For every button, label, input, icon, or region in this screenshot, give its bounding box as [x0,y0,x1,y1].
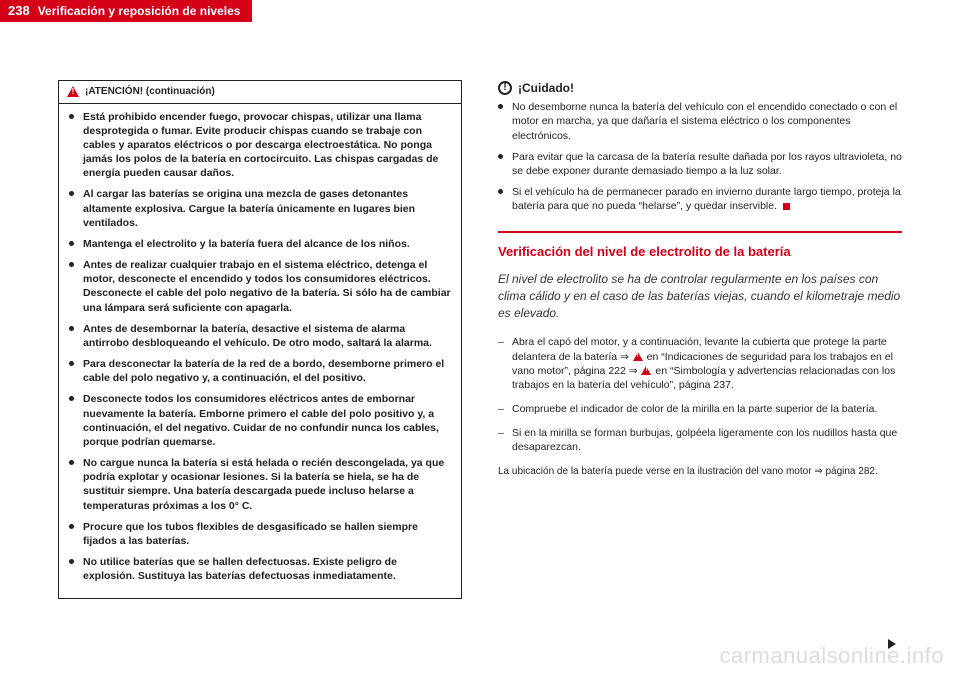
warning-box-body: Está prohibido encender fuego, provocar … [59,104,461,599]
caution-bullet: No desemborne nunca la batería del vehíc… [498,100,902,143]
warning-box: ¡ATENCIÓN! (continuación) Está prohibido… [58,80,462,599]
caution-bullet: Si el vehículo ha de permanecer parado e… [498,185,902,213]
caution-title: ¡Cuidado! [518,80,574,96]
section-divider [498,231,902,233]
warning-box-title: ¡ATENCIÓN! (continuación) [85,85,215,99]
caution-heading: ! ¡Cuidado! [498,80,902,96]
header-tab: 238 Verificación y reposición de niveles [0,0,252,22]
warning-bullet: Está prohibido encender fuego, provocar … [69,110,451,181]
right-column: ! ¡Cuidado! No desemborne nunca la bater… [498,80,902,649]
content-columns: ¡ATENCIÓN! (continuación) Está prohibido… [58,80,902,649]
warning-bullet: Para desconectar la batería de la red de… [69,357,451,385]
warning-triangle-icon [641,366,651,375]
warning-bullet: Desconecte todos los consumidores eléctr… [69,392,451,449]
page-ref: 237 [713,379,731,391]
procedure-step: Compruebe el indicador de color de la mi… [498,402,902,416]
warning-bullet: Mantenga el electrolito y la batería fue… [69,237,451,251]
warning-box-header: ¡ATENCIÓN! (continuación) [59,81,461,104]
caution-bullet-text: Si el vehículo ha de permanecer parado e… [512,186,901,212]
caution-circle-icon: ! [498,81,512,95]
left-column: ¡ATENCIÓN! (continuación) Está prohibido… [58,80,462,649]
page: 238 Verificación y reposición de niveles… [0,0,960,679]
continue-arrow-icon [888,639,896,649]
warning-triangle-icon [67,86,79,97]
section-title: Verificación del nivel de electrolito de… [498,243,902,261]
closing-note: La ubicación de la batería puede verse e… [498,465,902,479]
section-intro: El nivel de electrolito se ha de control… [498,271,902,321]
caution-body: No desemborne nunca la batería del vehíc… [498,100,902,213]
procedure-steps: Abra el capó del motor, y a continuación… [498,335,902,454]
procedure-step: Abra el capó del motor, y a continuación… [498,335,902,392]
end-of-topic-icon [783,203,790,210]
header-section-title: Verificación y reposición de niveles [38,0,241,22]
warning-bullet: Procure que los tubos flexibles de desga… [69,520,451,548]
warning-bullet: No cargue nunca la batería si está helad… [69,456,451,513]
warning-bullet: No utilice baterías que se hallen defect… [69,555,451,583]
warning-bullet: Antes de realizar cualquier trabajo en e… [69,258,451,315]
page-number: 238 [8,0,30,22]
warning-bullet: Antes de desembornar la batería, desacti… [69,322,451,350]
warning-triangle-icon [633,352,643,361]
page-ref: 222 [608,365,626,377]
warning-bullets: Está prohibido encender fuego, provocar … [69,110,451,584]
warning-bullet: Al cargar las baterías se origina una me… [69,187,451,230]
caution-bullet: Para evitar que la carcasa de la batería… [498,150,902,178]
procedure-step: Si en la mirilla se forman burbujas, gol… [498,426,902,454]
